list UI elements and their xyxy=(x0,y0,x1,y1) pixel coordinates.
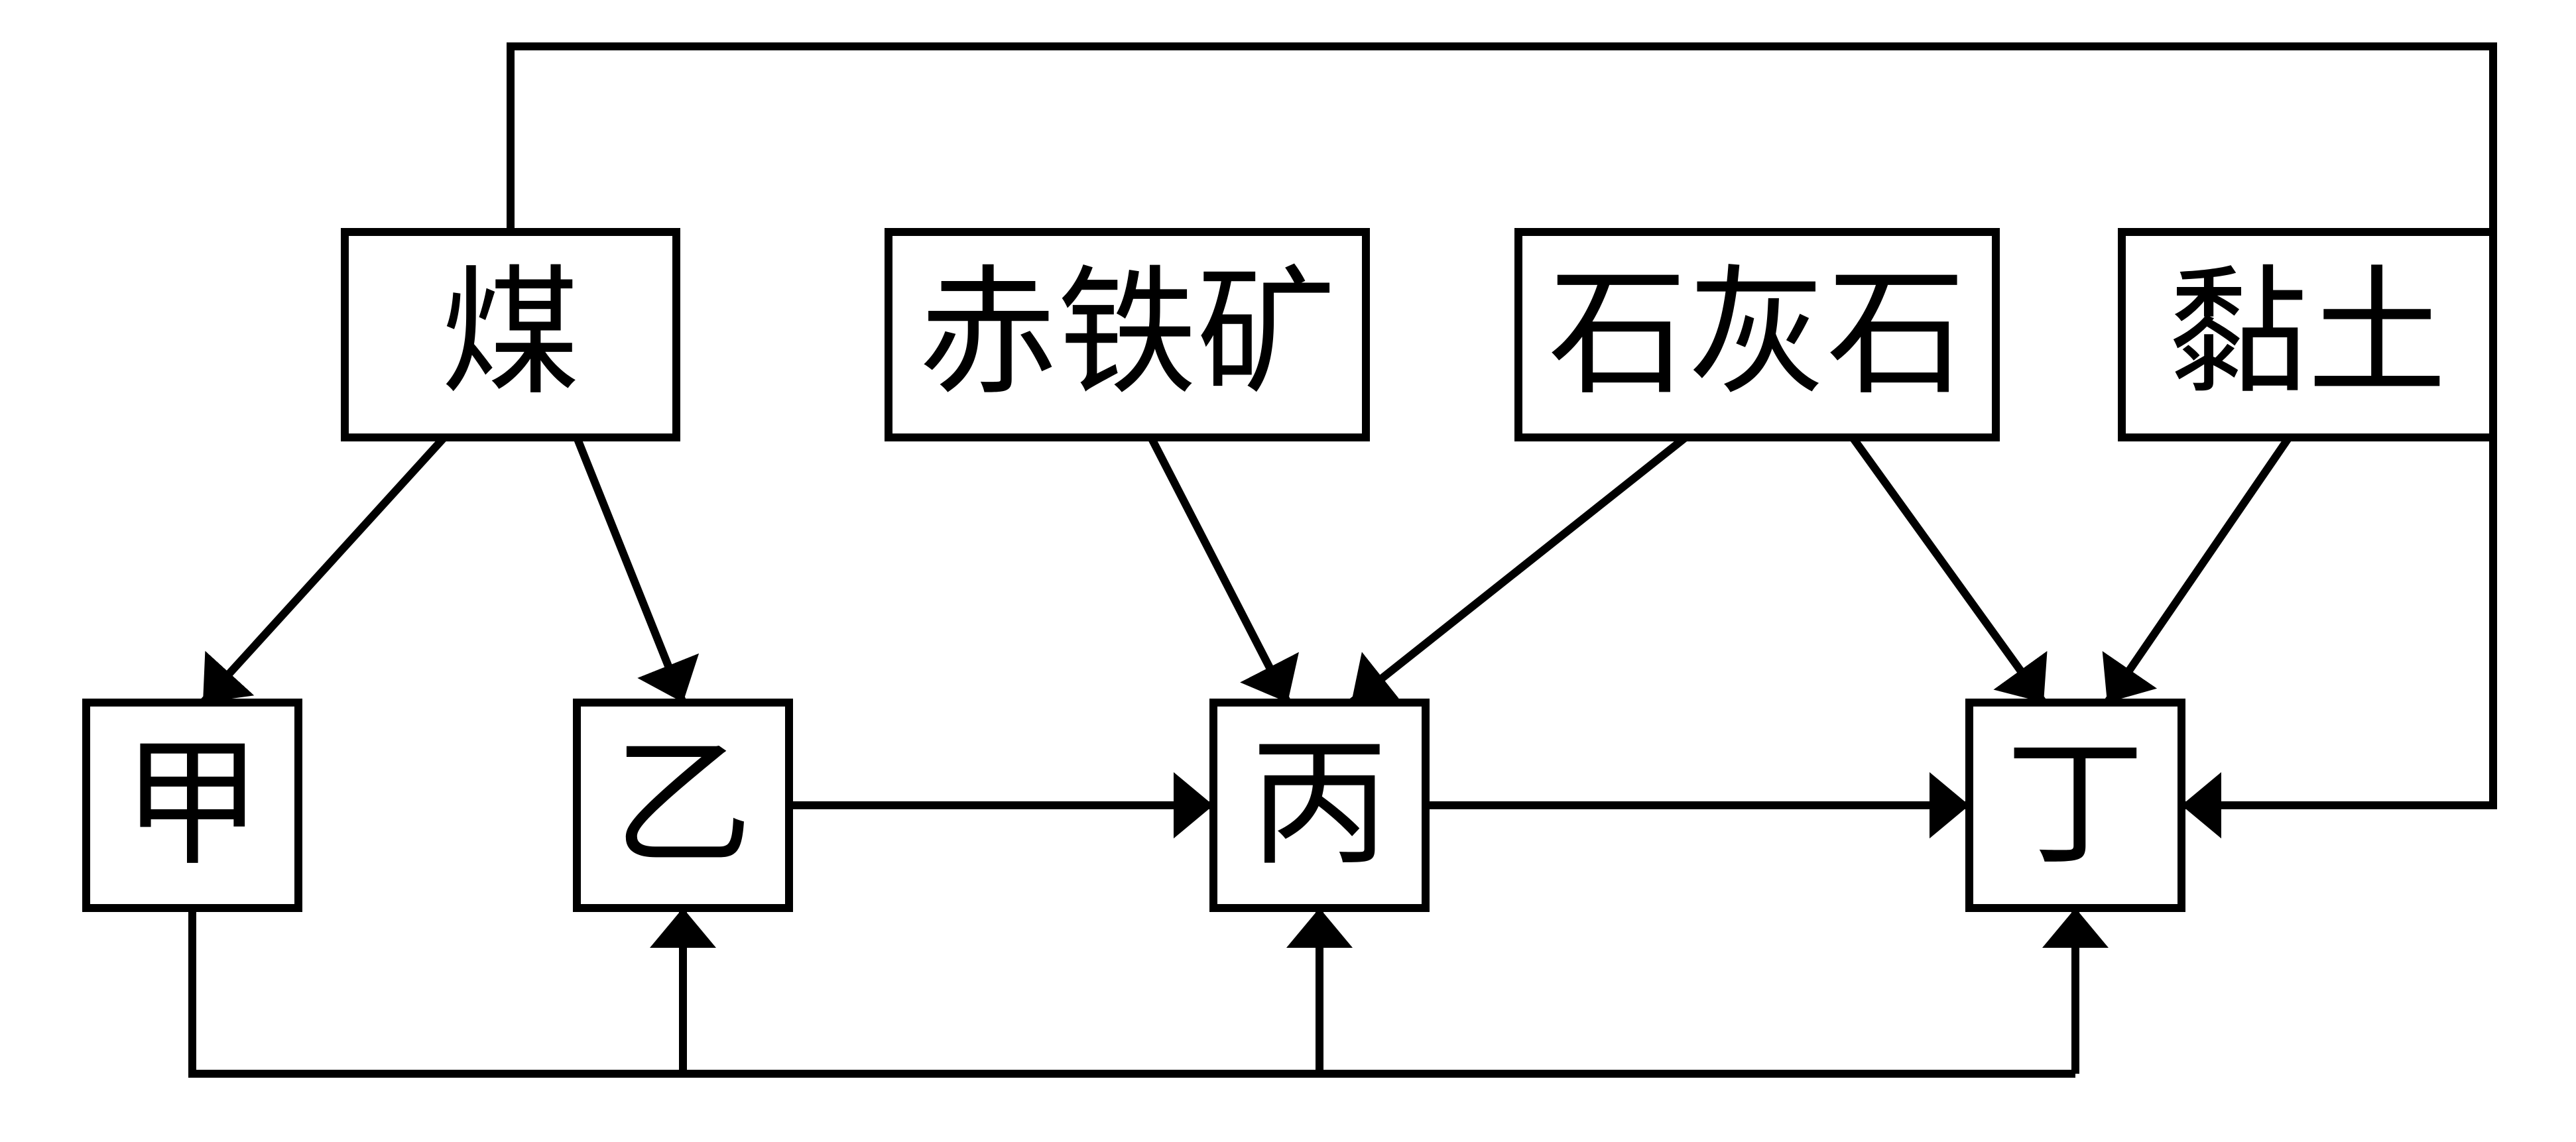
edge-coal-yi xyxy=(577,437,683,703)
edge-bus-trunk-jia xyxy=(192,908,2075,1074)
node-hematite: 赤铁矿 xyxy=(889,232,1366,437)
node-bing: 丙 xyxy=(1213,703,1426,908)
node-label-limestone: 石灰石 xyxy=(1548,258,1966,412)
node-ding: 丁 xyxy=(1969,703,2181,908)
node-jia: 甲 xyxy=(86,703,298,908)
node-coal: 煤 xyxy=(345,232,676,437)
node-yi: 乙 xyxy=(577,703,789,908)
node-label-coal: 煤 xyxy=(441,258,580,412)
edge-hematite-bing xyxy=(1151,437,1288,703)
edge-limestone-bing xyxy=(1351,437,1686,703)
node-label-ding: 丁 xyxy=(2006,728,2145,882)
node-clay: 黏土 xyxy=(2122,232,2493,437)
node-label-yi: 乙 xyxy=(613,728,753,882)
node-label-hematite: 赤铁矿 xyxy=(918,258,1336,412)
node-label-jia: 甲 xyxy=(123,728,262,882)
node-label-clay: 黏土 xyxy=(2168,258,2447,412)
edge-coal-jia xyxy=(203,437,444,703)
flowchart-canvas: 煤 赤铁矿 石灰石 黏土甲 乙 丙 丁 xyxy=(0,0,2576,1142)
edge-clay-ding xyxy=(2107,437,2289,703)
edge-limestone-ding xyxy=(1853,437,2044,703)
node-limestone: 石灰石 xyxy=(1518,232,1996,437)
node-label-bing: 丙 xyxy=(1250,728,1389,882)
